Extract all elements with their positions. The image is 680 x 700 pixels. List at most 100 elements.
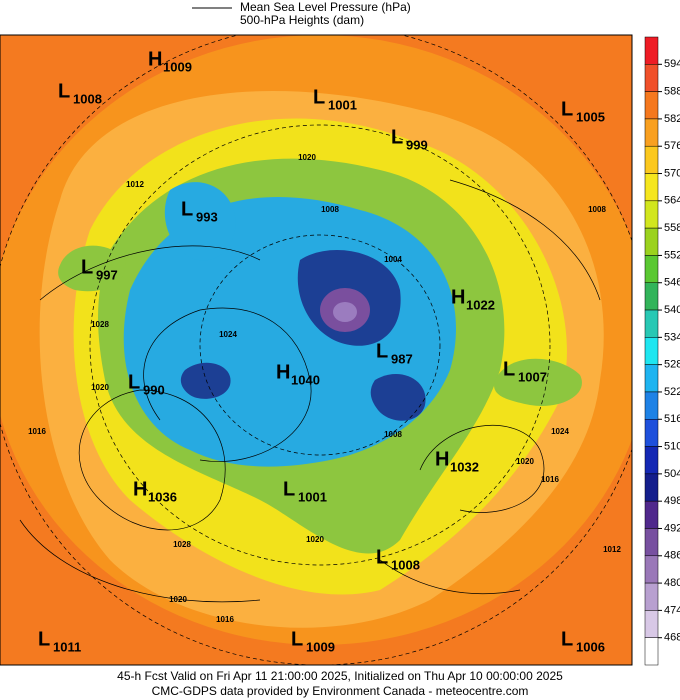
center-letter: L (376, 546, 388, 568)
center-value: 1006 (576, 639, 605, 654)
colorbar-swatch (644, 610, 659, 638)
colorbar-swatch (644, 64, 659, 92)
center-letter: L (58, 80, 70, 102)
center-value: 1032 (450, 459, 479, 474)
colorbar-label: 516 (664, 413, 680, 425)
isobar-label: 1020 (298, 153, 316, 162)
center-letter: L (283, 478, 295, 500)
colorbar-label: 576 (664, 140, 680, 152)
center-value: 997 (96, 267, 118, 282)
center-value: 1009 (163, 59, 192, 74)
colorbar-label: 570 (664, 167, 680, 179)
colorbar-label: 564 (664, 195, 680, 207)
isobar-label: 1028 (91, 320, 109, 329)
colorbar-label: 546 (664, 277, 680, 289)
isobar-label: 1028 (173, 540, 191, 549)
colorbar-label: 504 (664, 468, 680, 480)
colorbar-label: 480 (664, 577, 680, 589)
center-letter: L (128, 371, 140, 393)
center-value: 1001 (328, 97, 357, 112)
map-field (0, 35, 632, 665)
center-letter: L (181, 198, 193, 220)
colorbar-swatch (644, 500, 659, 529)
center-letter: L (376, 340, 388, 362)
footer-line: 45-h Fcst Valid on Fri Apr 11 21:00:00 2… (117, 669, 563, 683)
colorbar-swatch (644, 582, 659, 611)
isobar-label: 1020 (516, 457, 534, 466)
colorbar-label: 510 (664, 440, 680, 452)
center-letter: H (451, 286, 465, 308)
colorbar-label: 540 (664, 304, 680, 316)
colorbar-swatch (644, 473, 659, 502)
center-value: 1005 (576, 109, 605, 124)
colorbar-swatch (644, 446, 659, 475)
center-value: 1008 (391, 557, 420, 572)
center-letter: H (133, 478, 147, 500)
colorbar-label: 558 (664, 222, 680, 234)
colorbar-swatch (644, 200, 659, 229)
isobar-label: 1024 (219, 330, 237, 339)
isobar-label: 1012 (603, 545, 621, 554)
center-letter: H (435, 448, 449, 470)
colorbar-swatch (644, 145, 659, 174)
footer-line: CMC-GDPS data provided by Environment Ca… (152, 684, 529, 698)
isobar-label: 1016 (541, 475, 559, 484)
center-letter: L (313, 86, 325, 108)
center-letter: H (276, 361, 290, 383)
colorbar-swatch (644, 337, 659, 365)
colorbar-label: 582 (664, 113, 680, 125)
map-frame (0, 34, 633, 666)
isobar-label: 1012 (126, 180, 144, 189)
colorbar-swatch (644, 173, 659, 202)
isobar-label: 1008 (384, 430, 402, 439)
center-letter: L (81, 256, 93, 278)
center-value: 987 (391, 351, 413, 366)
colorbar-swatch (644, 36, 659, 65)
colorbar-label: 498 (664, 495, 680, 507)
isobar-label: 1020 (306, 535, 324, 544)
center-letter: H (148, 48, 162, 70)
isobar-label: 1020 (91, 383, 109, 392)
colorbar-swatch (644, 555, 659, 584)
colorbar-label: 528 (664, 359, 680, 371)
colorbar-swatch (644, 282, 659, 311)
legend-mslp: Mean Sea Level Pressure (hPa) (240, 0, 411, 14)
isobar-label: 1016 (28, 427, 46, 436)
center-value: 1007 (518, 369, 547, 384)
colorbar-swatch (644, 364, 659, 393)
isobar-label: 1016 (216, 615, 234, 624)
center-value: 990 (143, 382, 165, 397)
center-letter: L (38, 628, 50, 650)
colorbar-label: 486 (664, 550, 680, 562)
colorbar-swatch (644, 391, 659, 420)
center-value: 1011 (53, 639, 81, 654)
colorbar-label: 594 (664, 58, 680, 70)
isobar-label: 1008 (588, 205, 606, 214)
colorbar-swatch (644, 309, 659, 338)
center-letter: L (561, 628, 573, 650)
center-value: 1001 (298, 489, 327, 504)
center-value: 1009 (306, 639, 335, 654)
center-letter: L (561, 98, 573, 120)
colorbar-label: 522 (664, 386, 680, 398)
center-letter: L (391, 126, 403, 148)
isobar-label: 1024 (551, 427, 569, 436)
center-letter: L (291, 628, 303, 650)
colorbar-label: 468 (664, 632, 680, 644)
colorbar-label: 552 (664, 249, 680, 261)
isobar-label: 1004 (384, 255, 402, 264)
colorbar-swatch (644, 118, 659, 147)
colorbar-swatch (644, 227, 659, 256)
center-value: 1036 (148, 489, 177, 504)
colorbar-label: 588 (664, 86, 680, 98)
isobar-label: 1008 (321, 205, 339, 214)
center-value: 1008 (73, 91, 102, 106)
legend-heights: 500-hPa Heights (dam) (240, 13, 364, 27)
center-value: 999 (406, 137, 428, 152)
colorbar-swatch (644, 91, 659, 120)
center-value: 1040 (291, 372, 320, 387)
colorbar-swatch (644, 255, 659, 283)
colorbar-label: 474 (664, 604, 680, 616)
